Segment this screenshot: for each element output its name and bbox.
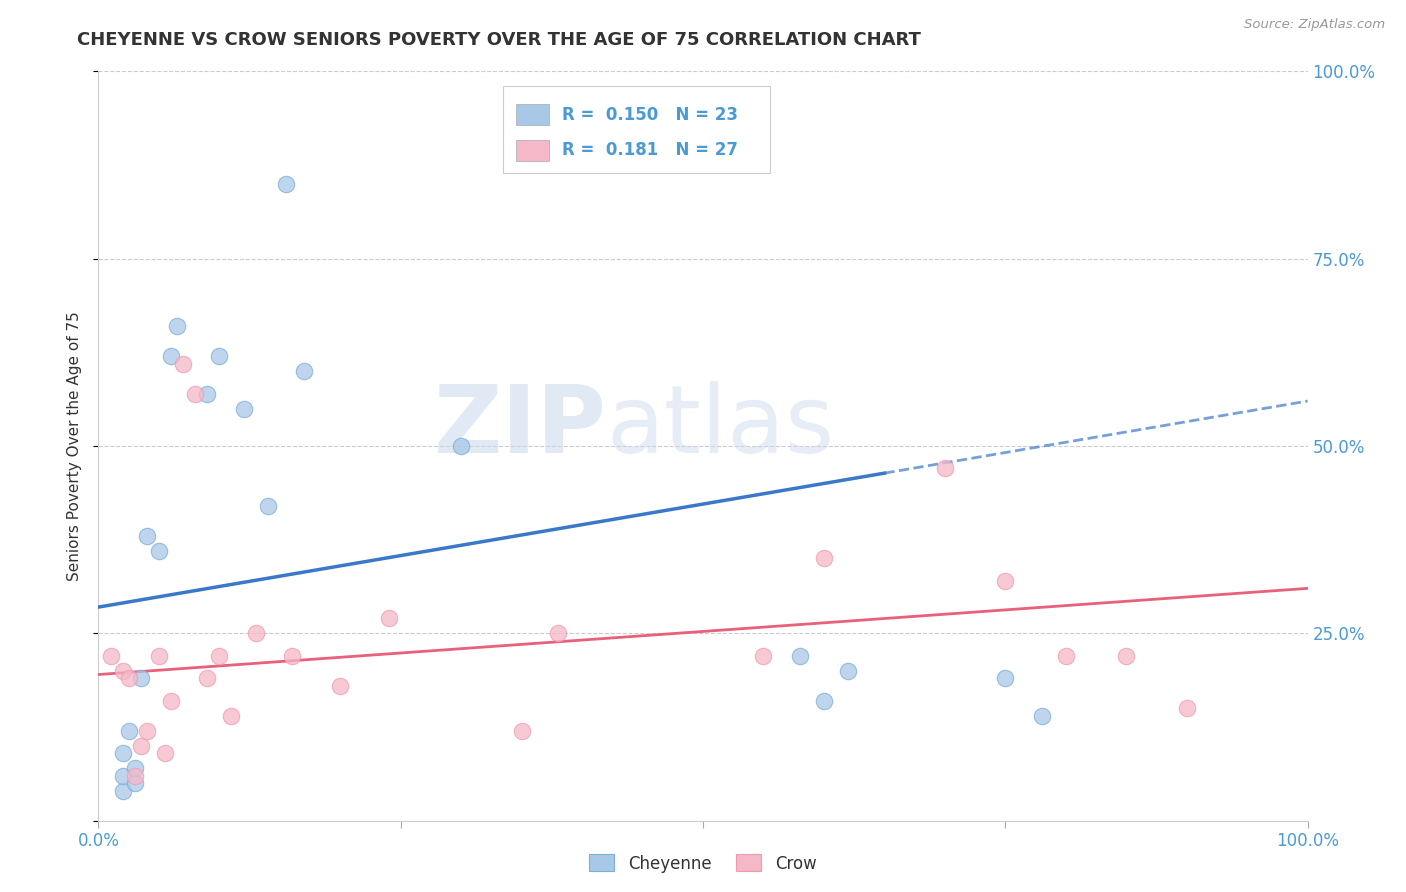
- Point: [111, 783, 134, 797]
- Point: [1054, 648, 1077, 663]
- Point: [195, 386, 218, 401]
- Point: [208, 349, 231, 363]
- Point: [129, 671, 152, 685]
- Point: [135, 723, 157, 738]
- Point: [124, 769, 146, 783]
- Point: [1175, 701, 1198, 715]
- Point: [245, 626, 267, 640]
- Point: [1115, 648, 1137, 663]
- Point: [148, 544, 170, 558]
- Point: [1031, 708, 1053, 723]
- Point: [450, 439, 472, 453]
- Point: [124, 761, 146, 775]
- Point: [292, 364, 315, 378]
- Point: [118, 671, 141, 685]
- Point: [934, 461, 956, 475]
- Point: [124, 776, 146, 790]
- Point: [160, 349, 183, 363]
- Point: [129, 739, 152, 753]
- Point: [100, 648, 122, 663]
- Point: [274, 177, 297, 191]
- Text: atlas: atlas: [606, 381, 835, 474]
- Point: [111, 769, 134, 783]
- Point: [208, 648, 231, 663]
- Point: [329, 679, 352, 693]
- Point: [232, 401, 254, 416]
- Point: [837, 664, 859, 678]
- Point: [752, 648, 775, 663]
- Text: Source: ZipAtlas.com: Source: ZipAtlas.com: [1244, 18, 1385, 31]
- Legend: Cheyenne, Crow: Cheyenne, Crow: [583, 847, 823, 880]
- Point: [789, 648, 811, 663]
- Point: [813, 694, 835, 708]
- Point: [166, 319, 188, 334]
- Point: [547, 626, 569, 640]
- Text: R =  0.150   N = 23: R = 0.150 N = 23: [561, 106, 738, 124]
- Point: [172, 357, 194, 371]
- Point: [195, 671, 218, 685]
- Point: [994, 574, 1017, 588]
- Text: R =  0.181   N = 27: R = 0.181 N = 27: [561, 141, 738, 159]
- Point: [111, 746, 134, 760]
- FancyBboxPatch shape: [516, 104, 550, 125]
- FancyBboxPatch shape: [503, 87, 769, 172]
- Point: [813, 551, 835, 566]
- Text: ZIP: ZIP: [433, 381, 606, 474]
- FancyBboxPatch shape: [516, 139, 550, 161]
- Point: [111, 664, 134, 678]
- Point: [160, 694, 183, 708]
- Point: [118, 723, 141, 738]
- Point: [135, 529, 157, 543]
- Y-axis label: Seniors Poverty Over the Age of 75: Seniors Poverty Over the Age of 75: [67, 311, 83, 581]
- Point: [153, 746, 176, 760]
- Point: [221, 708, 243, 723]
- Text: CHEYENNE VS CROW SENIORS POVERTY OVER THE AGE OF 75 CORRELATION CHART: CHEYENNE VS CROW SENIORS POVERTY OVER TH…: [77, 31, 921, 49]
- Point: [377, 611, 399, 625]
- Point: [148, 648, 170, 663]
- Point: [510, 723, 533, 738]
- Point: [281, 648, 304, 663]
- Point: [994, 671, 1017, 685]
- Point: [256, 499, 278, 513]
- Point: [184, 386, 207, 401]
